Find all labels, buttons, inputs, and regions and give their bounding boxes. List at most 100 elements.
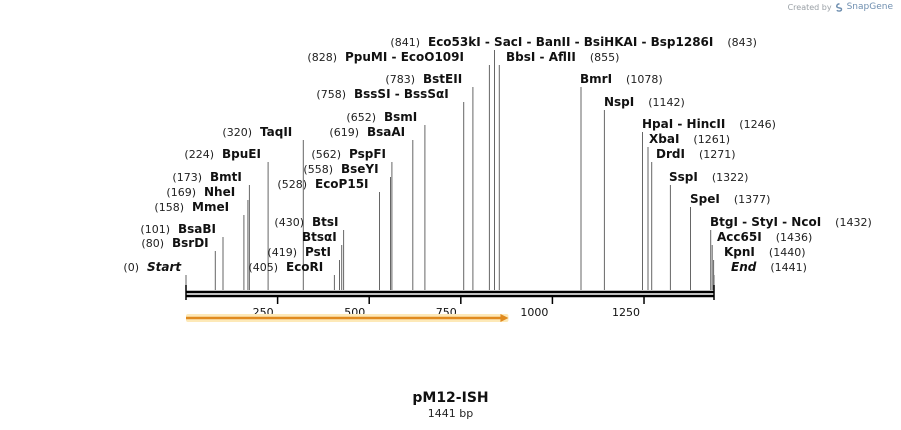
site-name-aflii[interactable]: AflII bbox=[549, 50, 576, 64]
site-name-hpai[interactable]: HpaI bbox=[642, 117, 673, 131]
site-pos-right-btgi: (1432) bbox=[835, 216, 872, 229]
site-pos-bsabi: (101) bbox=[140, 223, 170, 236]
site-name-bsaai[interactable]: BsaAI bbox=[367, 125, 405, 139]
site-pos-right-eco53ki: (843) bbox=[727, 36, 757, 49]
site-name-mmei[interactable]: MmeI bbox=[192, 200, 229, 214]
site-name-drdi[interactable]: DrdI bbox=[656, 147, 685, 161]
plasmid-name: pM12-ISH bbox=[412, 390, 489, 406]
site-pos-right-xbai: (1261) bbox=[693, 133, 730, 146]
site-pos-right-acc65i: (1436) bbox=[776, 231, 813, 244]
site-pos-bpuei: (224) bbox=[184, 148, 214, 161]
site-name-ecop15i[interactable]: EcoP15I bbox=[315, 177, 369, 191]
site-name-saci[interactable]: SacI bbox=[494, 35, 522, 49]
credit: Created by SnapGene bbox=[788, 2, 893, 12]
site-name-sspi[interactable]: SspI bbox=[669, 170, 698, 184]
site-pos-right-bmri: (1078) bbox=[626, 73, 663, 86]
site-name-hincii[interactable]: HincII bbox=[687, 117, 726, 131]
site-separator: - bbox=[481, 35, 494, 49]
ruler-tick-label: 1000 bbox=[520, 306, 548, 319]
site-name-bsssi[interactable]: BssSαI bbox=[404, 87, 449, 101]
site-pos-right-drdi: (1271) bbox=[699, 148, 736, 161]
site-name-bsabi[interactable]: BsaBI bbox=[178, 222, 216, 236]
site-separator: - bbox=[535, 50, 548, 64]
site-name-ecoo109i[interactable]: EcoO109I bbox=[401, 50, 464, 64]
site-name-eco53ki[interactable]: Eco53kI bbox=[428, 35, 481, 49]
site-name-nspi[interactable]: NspI bbox=[604, 95, 634, 109]
site-name-pspfi[interactable]: PspFI bbox=[349, 147, 386, 161]
site-pos-ecori: (405) bbox=[248, 261, 278, 274]
site-name-end[interactable]: End bbox=[731, 260, 757, 274]
site-separator: - bbox=[522, 35, 535, 49]
site-separator: - bbox=[637, 35, 650, 49]
site-pos-bsaai: (619) bbox=[329, 126, 359, 139]
site-pos-right-hpai: (1246) bbox=[739, 118, 776, 131]
site-pos-pspfi: (562) bbox=[311, 148, 341, 161]
site-name-btsi[interactable]: BtsαI bbox=[302, 230, 337, 244]
site-pos-right-bbsi: (855) bbox=[590, 51, 620, 64]
site-pos-ecop15i: (528) bbox=[277, 178, 307, 191]
site-name-spei[interactable]: SpeI bbox=[690, 192, 720, 206]
site-pos-right-sspi: (1322) bbox=[712, 171, 749, 184]
site-pos-eco53ki: (841) bbox=[390, 36, 420, 49]
site-name-nhei[interactable]: NheI bbox=[204, 185, 235, 199]
site-pos-bsmi: (652) bbox=[346, 111, 376, 124]
site-name-bseyi[interactable]: BseYI bbox=[341, 162, 379, 176]
site-pos-start: (0) bbox=[123, 261, 139, 274]
site-separator: - bbox=[570, 35, 583, 49]
credit-prefix: Created by bbox=[787, 2, 832, 12]
site-name-bsssi[interactable]: BssSI bbox=[354, 87, 391, 101]
site-name-bbsi[interactable]: BbsI bbox=[506, 50, 535, 64]
site-pos-bseyi: (558) bbox=[303, 163, 333, 176]
site-name-psti[interactable]: PstI bbox=[305, 245, 331, 259]
site-name-btsi[interactable]: BtsI bbox=[312, 215, 339, 229]
site-name-bmti[interactable]: BmtI bbox=[210, 170, 242, 184]
site-pos-ppumi: (828) bbox=[307, 51, 337, 64]
site-name-bsrdi[interactable]: BsrDI bbox=[172, 236, 209, 250]
site-name-bsmi[interactable]: BsmI bbox=[384, 110, 417, 124]
site-pos-bmti: (173) bbox=[172, 171, 202, 184]
site-pos-right-end: (1441) bbox=[770, 261, 807, 274]
site-name-ncoi[interactable]: NcoI bbox=[791, 215, 821, 229]
site-pos-bsssi: (758) bbox=[316, 88, 346, 101]
credit-brand: SnapGene bbox=[846, 2, 893, 12]
site-name-bmri[interactable]: BmrI bbox=[580, 72, 612, 86]
feature-arrow[interactable] bbox=[186, 314, 509, 322]
site-name-styi[interactable]: StyI bbox=[751, 215, 778, 229]
site-name-ppumi[interactable]: PpuMI bbox=[345, 50, 387, 64]
site-lines bbox=[185, 50, 715, 290]
site-name-ecori[interactable]: EcoRI bbox=[286, 260, 323, 274]
site-name-bsteii[interactable]: BstEII bbox=[423, 72, 462, 86]
plasmid-length: 1441 bp bbox=[427, 407, 474, 420]
site-separator: - bbox=[387, 50, 400, 64]
site-name-start[interactable]: Start bbox=[147, 260, 182, 274]
site-separator: - bbox=[778, 215, 791, 229]
site-pos-mmei: (158) bbox=[154, 201, 184, 214]
site-labels: (0) Start (80) BsrDI(101) BsaBI (158) MmeI(169… bbox=[123, 35, 871, 274]
site-pos-bsteii: (783) bbox=[385, 73, 415, 86]
site-name-kpni[interactable]: KpnI bbox=[724, 245, 755, 259]
site-name-bpuei[interactable]: BpuEI bbox=[222, 147, 261, 161]
snapgene-logo-icon bbox=[835, 2, 842, 12]
site-pos-right-kpni: (1440) bbox=[769, 246, 806, 259]
site-name-acc65i[interactable]: Acc65I bbox=[717, 230, 762, 244]
site-name-bsp1286i[interactable]: Bsp1286I bbox=[651, 35, 714, 49]
site-pos-taqii: (320) bbox=[222, 126, 252, 139]
site-pos-right-nspi: (1142) bbox=[648, 96, 685, 109]
site-separator: - bbox=[673, 117, 686, 131]
site-name-bsihkai[interactable]: BsiHKAI bbox=[584, 35, 638, 49]
site-separator: - bbox=[391, 87, 404, 101]
site-name-btgi[interactable]: BtgI bbox=[710, 215, 738, 229]
site-name-taqii[interactable]: TaqII bbox=[260, 125, 292, 139]
site-pos-nhei: (169) bbox=[166, 186, 196, 199]
site-pos-btsi: (430) bbox=[274, 216, 304, 229]
site-pos-bsrdi: (80) bbox=[141, 237, 164, 250]
ruler-tick-label: 1250 bbox=[612, 306, 640, 319]
site-pos-right-spei: (1377) bbox=[734, 193, 771, 206]
site-name-banii[interactable]: BanII bbox=[536, 35, 571, 49]
feature-arrowhead[interactable] bbox=[500, 314, 509, 322]
backbone bbox=[185, 285, 715, 300]
site-separator: - bbox=[738, 215, 751, 229]
site-name-xbai[interactable]: XbaI bbox=[649, 132, 679, 146]
site-pos-psti: (419) bbox=[267, 246, 297, 259]
